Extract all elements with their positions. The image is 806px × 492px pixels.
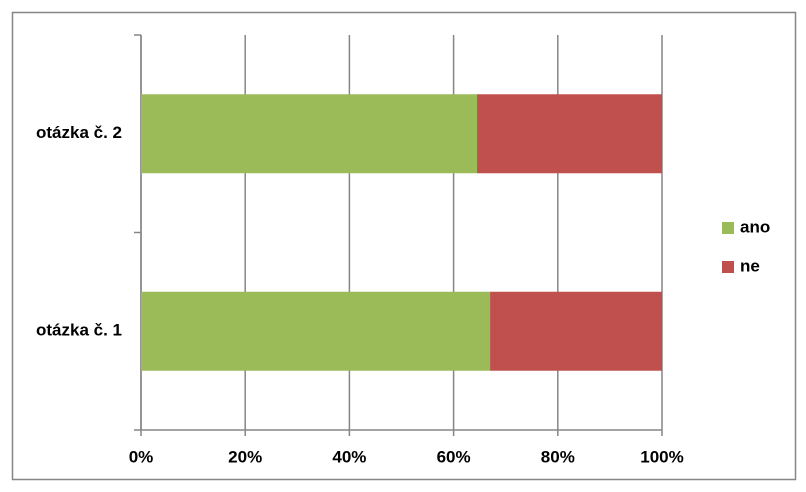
bar-segment — [141, 291, 491, 371]
legend-swatch — [722, 261, 734, 273]
x-tick-label: 20% — [228, 447, 262, 466]
bar-segment — [141, 94, 478, 174]
y-tick-label: otázka č. 2 — [36, 123, 122, 142]
x-tick-label: 40% — [332, 447, 366, 466]
x-tick-label: 100% — [640, 447, 683, 466]
x-tick-label: 60% — [437, 447, 471, 466]
legend-label: ne — [740, 256, 760, 275]
legend-label: ano — [740, 217, 770, 236]
x-tick-label: 80% — [541, 447, 575, 466]
x-tick-label: 0% — [129, 447, 154, 466]
bar-segment — [490, 291, 662, 371]
legend-swatch — [722, 222, 734, 234]
y-tick-label: otázka č. 1 — [36, 321, 122, 340]
chart-frame — [11, 11, 797, 481]
bar-segment — [477, 94, 662, 174]
